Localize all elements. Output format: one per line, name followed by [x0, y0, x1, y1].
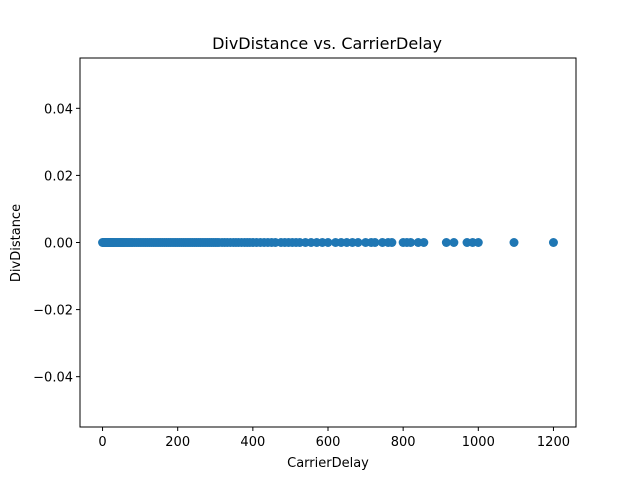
- x-axis-ticks: 0 200 400 600 800 1000 1200: [98, 427, 570, 450]
- data-point: [370, 238, 380, 247]
- data-point: [353, 238, 363, 247]
- data-point: [473, 238, 483, 247]
- y-tick-label: 0.00: [44, 237, 73, 252]
- x-tick-label: 1000: [462, 435, 495, 450]
- data-point: [449, 238, 459, 247]
- data-point: [419, 238, 429, 247]
- x-tick-label: 1200: [537, 435, 570, 450]
- data-point: [548, 238, 558, 247]
- data-point: [509, 238, 519, 247]
- x-axis-label: CarrierDelay: [287, 456, 369, 471]
- x-tick-label: 0: [98, 435, 106, 450]
- data-point: [441, 238, 451, 247]
- y-tick-label: −0.04: [33, 371, 73, 386]
- y-tick-label: 0.04: [44, 102, 73, 117]
- x-tick-label: 600: [316, 435, 341, 450]
- x-tick-label: 800: [391, 435, 416, 450]
- data-points: [98, 238, 558, 247]
- y-axis-label: DivDistance: [9, 204, 24, 282]
- x-tick-label: 200: [165, 435, 190, 450]
- y-tick-label: 0.02: [44, 169, 73, 184]
- data-point: [323, 238, 333, 247]
- y-axis-ticks: −0.04 −0.02 0.00 0.02 0.04: [33, 102, 80, 386]
- data-point: [387, 238, 397, 247]
- chart-title: DivDistance vs. CarrierDelay: [212, 34, 442, 53]
- x-tick-label: 400: [240, 435, 265, 450]
- data-point: [406, 238, 416, 247]
- y-tick-label: −0.02: [33, 304, 73, 319]
